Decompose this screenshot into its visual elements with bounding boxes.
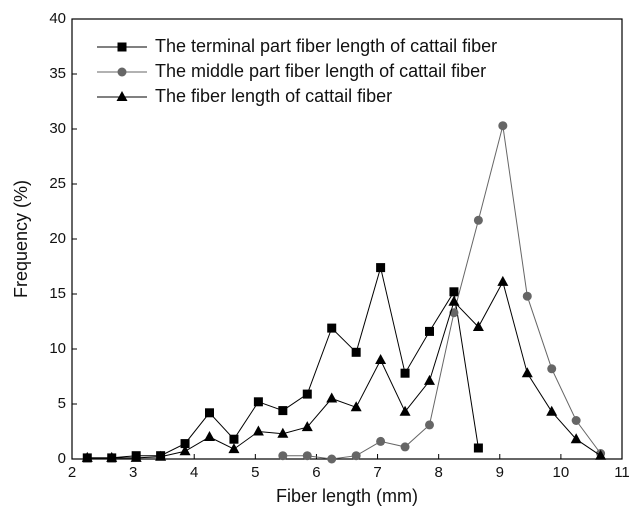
marker: [351, 347, 361, 357]
marker: [547, 364, 557, 374]
legend-label: The terminal part fiber length of cattai…: [155, 36, 497, 56]
marker: [327, 454, 337, 464]
marker: [449, 287, 459, 297]
y-tick-label: 40: [49, 10, 66, 27]
x-tick-label: 5: [251, 464, 259, 481]
marker: [498, 121, 508, 131]
marker: [278, 451, 288, 461]
marker: [570, 433, 582, 444]
marker: [106, 451, 118, 462]
marker: [425, 326, 434, 336]
x-tick-label: 9: [496, 464, 504, 481]
marker: [229, 434, 239, 444]
marker: [521, 367, 533, 378]
marker: [448, 295, 460, 306]
y-tick-label: 15: [49, 285, 66, 302]
y-tick-label: 35: [49, 65, 66, 82]
marker: [155, 450, 167, 461]
marker: [351, 451, 361, 461]
marker: [116, 91, 128, 101]
y-tick-label: 0: [58, 450, 66, 467]
marker: [179, 445, 191, 456]
marker: [425, 420, 434, 430]
marker: [375, 354, 387, 364]
marker: [130, 451, 142, 462]
x-tick-label: 8: [434, 464, 442, 481]
marker: [400, 368, 410, 378]
y-tick-label: 5: [58, 395, 66, 412]
marker: [277, 427, 289, 438]
marker: [522, 291, 532, 301]
marker: [473, 443, 483, 453]
marker: [278, 406, 288, 416]
y-tick-label: 20: [49, 230, 66, 247]
marker: [497, 275, 509, 286]
legend-label: The fiber length of cattail fiber: [155, 86, 392, 106]
series-line: [87, 280, 601, 459]
marker: [326, 392, 338, 403]
marker: [117, 67, 127, 77]
marker: [400, 442, 410, 452]
x-axis-label: Fiber length (mm): [276, 486, 418, 506]
marker: [473, 215, 483, 225]
marker: [571, 416, 581, 425]
marker: [205, 408, 214, 418]
y-tick-label: 10: [49, 340, 66, 357]
x-tick-label: 4: [190, 464, 198, 481]
x-tick-label: 3: [129, 464, 137, 481]
marker: [302, 451, 312, 461]
y-tick-label: 25: [49, 175, 66, 192]
x-tick-label: 7: [373, 464, 381, 481]
marker: [252, 425, 264, 436]
x-tick-label: 2: [68, 464, 76, 481]
marker: [204, 431, 215, 441]
marker: [81, 451, 93, 462]
marker: [228, 443, 240, 454]
y-tick-label: 30: [49, 120, 66, 137]
marker: [376, 263, 386, 273]
marker: [376, 436, 386, 446]
marker: [472, 321, 484, 331]
marker: [117, 42, 127, 52]
marker: [253, 397, 263, 407]
marker: [546, 405, 558, 416]
marker: [302, 389, 312, 399]
x-tick-label: 6: [312, 464, 320, 481]
marker: [350, 401, 362, 412]
legend-label: The middle part fiber length of cattail …: [155, 61, 486, 81]
marker: [399, 405, 411, 416]
marker: [327, 323, 337, 333]
x-tick-label: 10: [553, 464, 570, 481]
marker: [595, 449, 607, 460]
marker: [424, 374, 435, 385]
y-axis-label: Frequency (%): [11, 180, 31, 298]
marker: [301, 421, 313, 432]
marker: [180, 439, 190, 449]
x-tick-label: 11: [614, 464, 630, 481]
